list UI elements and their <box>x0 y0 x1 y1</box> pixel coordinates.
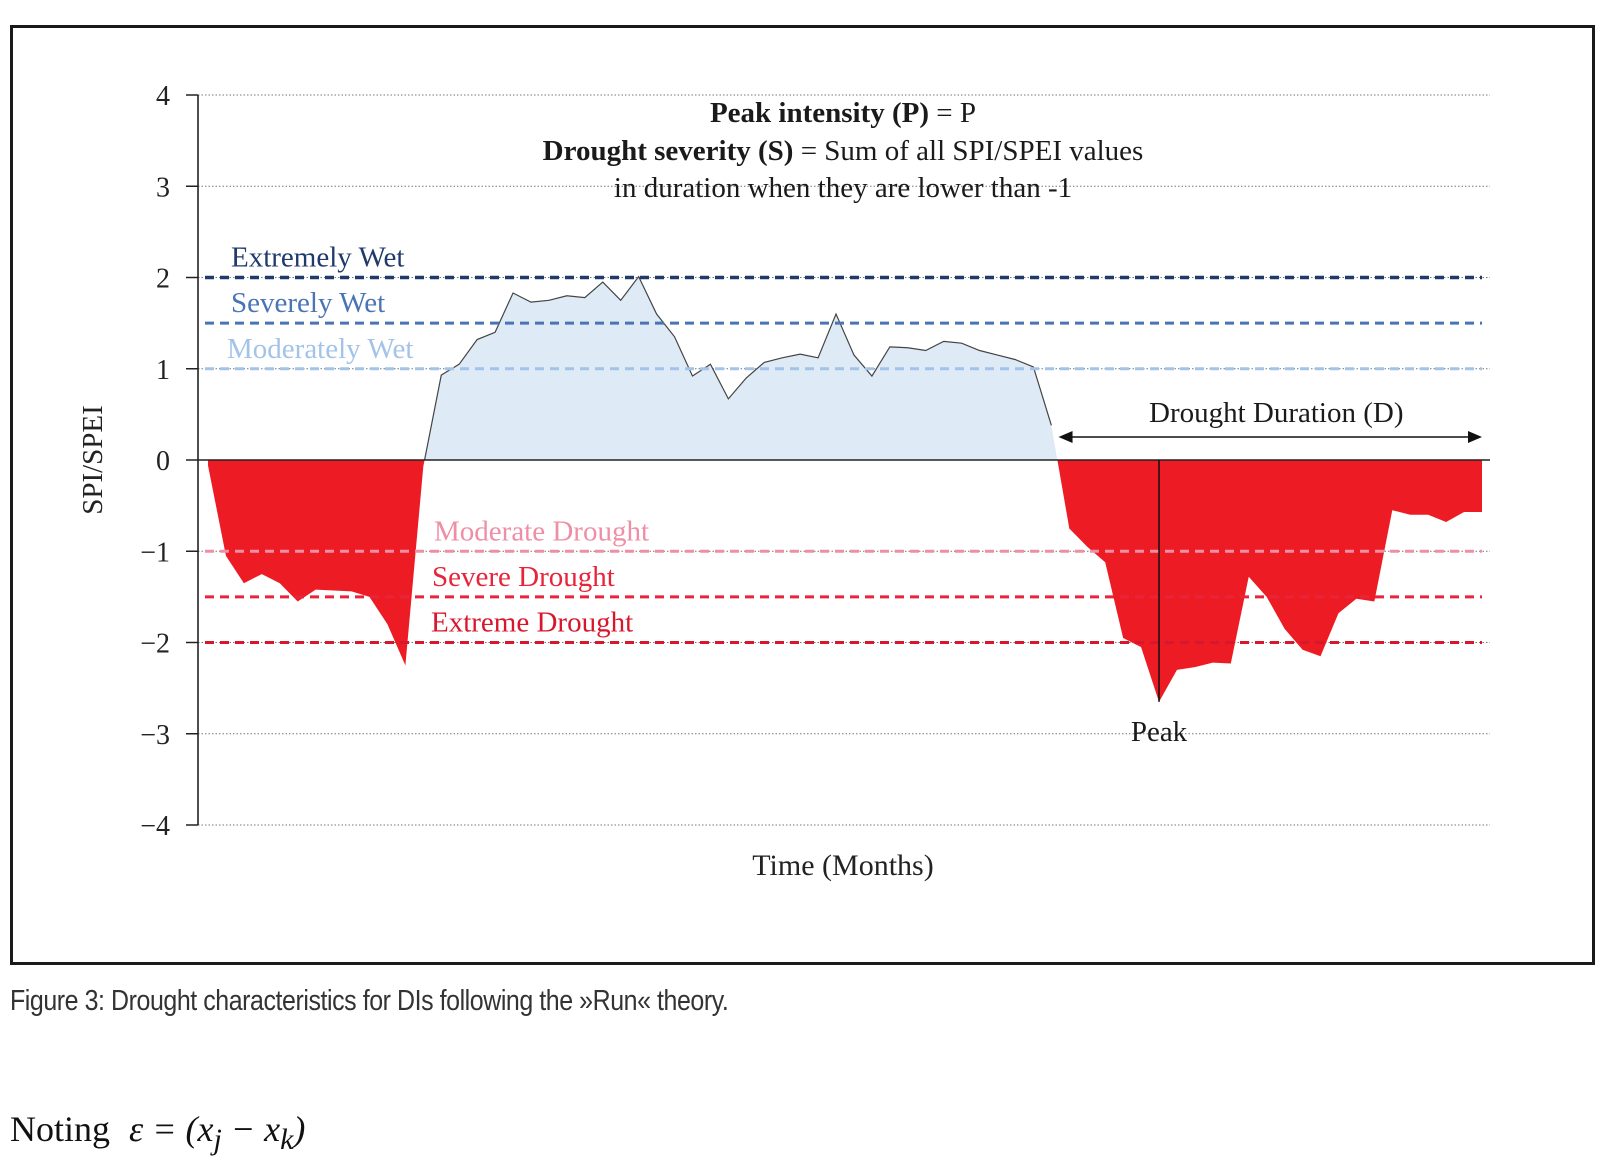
axes: 4 3 2 1 0 −1 −2 −3 −4 SPI/SPEI Time (Months) <box>77 81 1490 882</box>
threshold-label: Extremely Wet <box>231 242 405 274</box>
figure-caption: Figure 3: Drought characteristics for DI… <box>10 985 729 1017</box>
y-tick-label: 2 <box>156 264 170 295</box>
x-axis-label: Time (Months) <box>752 849 933 882</box>
y-tick-label: −1 <box>140 537 170 568</box>
duration-arrow-right-head <box>1468 431 1482 443</box>
y-tick-label: 3 <box>156 172 170 203</box>
peak-intensity-text: Peak intensity (P) = P <box>710 97 976 129</box>
y-tick-label: −2 <box>140 629 170 660</box>
noting-prefix: Noting <box>10 1109 111 1149</box>
y-tick-label: 0 <box>156 446 170 477</box>
threshold-label: Moderately Wet <box>227 333 413 365</box>
noting-formula: ε = (xj − xk) <box>129 1109 306 1157</box>
threshold-label: Moderate Drought <box>434 515 649 547</box>
y-tick-label: 1 <box>156 355 170 386</box>
y-tick-label: −4 <box>140 811 170 842</box>
noting-line: Noting ε = (xj − xk) <box>10 1108 305 1157</box>
y-tick-label: −3 <box>140 720 170 751</box>
drought-severity-text-line2: in duration when they are lower than -1 <box>614 172 1072 204</box>
y-axis-label: SPI/SPEI <box>77 405 109 515</box>
drought-severity-text: Drought severity (S) = Sum of all SPI/SP… <box>543 135 1144 167</box>
threshold-lines: Extremely Wet Severely Wet Moderately Wet M… <box>205 242 1482 644</box>
threshold-label: Extreme Drought <box>431 607 633 639</box>
annotations: Peak intensity (P) = P Drought severity (… <box>543 97 1482 748</box>
threshold-label: Severe Drought <box>432 561 615 593</box>
drought-area <box>1057 460 1482 702</box>
threshold-label: Severely Wet <box>231 287 385 319</box>
y-tick-label: 4 <box>156 81 170 112</box>
drought-area <box>208 460 425 666</box>
series-line <box>423 275 1052 461</box>
peak-label: Peak <box>1131 716 1188 748</box>
duration-arrow-left-head <box>1058 431 1073 443</box>
duration-label: Drought Duration (D) <box>1149 397 1404 429</box>
